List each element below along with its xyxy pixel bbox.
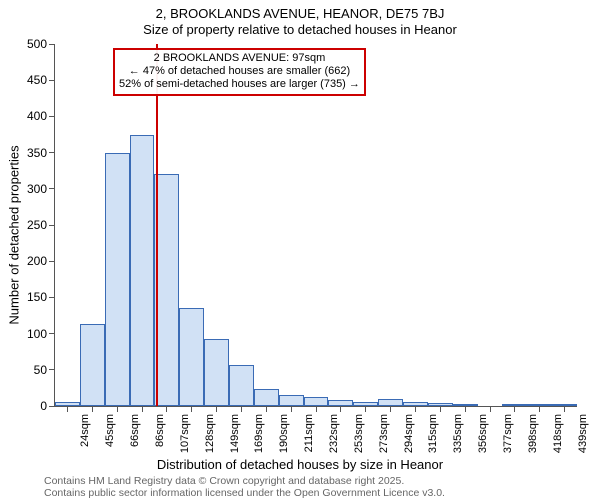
histogram-bar: [204, 339, 229, 406]
x-tick: [564, 406, 565, 412]
footer-line1: Contains HM Land Registry data © Crown c…: [44, 475, 404, 487]
x-tick: [266, 406, 267, 412]
histogram-bar: [279, 395, 304, 406]
x-tick: [440, 406, 441, 412]
y-tick-label: 200: [27, 254, 55, 268]
x-tick: [216, 406, 217, 412]
y-tick-label: 450: [27, 73, 55, 87]
y-tick-label: 350: [27, 146, 55, 160]
histogram-bar: [130, 135, 155, 407]
x-tick: [340, 406, 341, 412]
x-tick: [490, 406, 491, 412]
x-tick: [514, 406, 515, 412]
y-tick-label: 50: [34, 363, 55, 377]
annotation-line2: ← 47% of detached houses are smaller (66…: [119, 65, 360, 78]
x-tick: [142, 406, 143, 412]
x-tick: [92, 406, 93, 412]
x-tick: [191, 406, 192, 412]
x-tick: [365, 406, 366, 412]
x-tick: [117, 406, 118, 412]
y-tick-label: 500: [27, 37, 55, 51]
histogram-bar: [254, 389, 279, 406]
histogram-bar: [229, 365, 254, 406]
x-tick: [415, 406, 416, 412]
chart-container: 2, BROOKLANDS AVENUE, HEANOR, DE75 7BJ S…: [0, 0, 600, 500]
annotation-line1: 2 BROOKLANDS AVENUE: 97sqm: [119, 52, 360, 65]
x-tick: [390, 406, 391, 412]
y-tick-label: 250: [27, 218, 55, 232]
x-tick: [291, 406, 292, 412]
x-tick: [241, 406, 242, 412]
histogram-bar: [154, 174, 179, 406]
x-axis-label: Distribution of detached houses by size …: [0, 457, 600, 472]
y-tick-label: 400: [27, 109, 55, 123]
annotation-line3: 52% of semi-detached houses are larger (…: [119, 78, 360, 91]
plot-area: 05010015020025030035040045050024sqm45sqm…: [54, 44, 577, 407]
y-tick-label: 300: [27, 182, 55, 196]
histogram-bar: [304, 397, 329, 406]
x-tick: [166, 406, 167, 412]
x-tick: [67, 406, 68, 412]
histogram-bar: [179, 308, 204, 406]
histogram-bar: [378, 399, 403, 406]
y-axis-label: Number of detached properties: [7, 145, 22, 324]
footer-line2: Contains public sector information licen…: [44, 487, 445, 499]
x-tick: [316, 406, 317, 412]
y-tick-label: 0: [40, 399, 55, 413]
x-tick: [539, 406, 540, 412]
histogram-bar: [80, 324, 105, 406]
chart-title-line2: Size of property relative to detached ho…: [0, 22, 600, 37]
y-tick-label: 100: [27, 327, 55, 341]
chart-title-line1: 2, BROOKLANDS AVENUE, HEANOR, DE75 7BJ: [0, 6, 600, 21]
reference-line: [156, 44, 158, 406]
annotation-box: 2 BROOKLANDS AVENUE: 97sqm ← 47% of deta…: [113, 48, 366, 96]
y-tick-label: 150: [27, 290, 55, 304]
histogram-bar: [105, 153, 130, 406]
x-tick: [465, 406, 466, 412]
